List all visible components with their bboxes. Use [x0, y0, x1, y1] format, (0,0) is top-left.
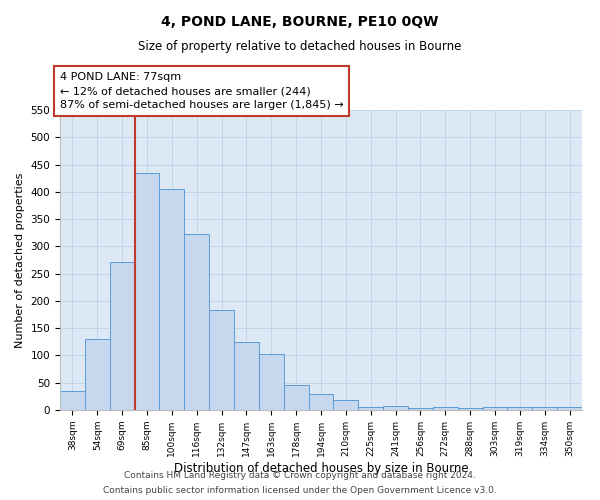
Bar	[532, 408, 557, 410]
Bar	[259, 354, 284, 410]
Bar	[160, 189, 184, 410]
Bar	[334, 400, 358, 410]
Bar	[308, 394, 334, 410]
Bar	[184, 234, 209, 410]
Text: Contains HM Land Registry data © Crown copyright and database right 2024.: Contains HM Land Registry data © Crown c…	[124, 471, 476, 480]
Text: Contains public sector information licensed under the Open Government Licence v3: Contains public sector information licen…	[103, 486, 497, 495]
Bar	[209, 310, 234, 410]
Bar	[134, 172, 160, 410]
Bar	[60, 391, 85, 410]
Bar	[557, 408, 582, 410]
Bar	[358, 408, 383, 410]
Text: 4, POND LANE, BOURNE, PE10 0QW: 4, POND LANE, BOURNE, PE10 0QW	[161, 15, 439, 29]
Bar	[284, 385, 308, 410]
Text: Size of property relative to detached houses in Bourne: Size of property relative to detached ho…	[139, 40, 461, 53]
Bar	[383, 406, 408, 410]
Bar	[85, 339, 110, 410]
Bar	[433, 408, 458, 410]
X-axis label: Distribution of detached houses by size in Bourne: Distribution of detached houses by size …	[173, 462, 469, 474]
Text: 4 POND LANE: 77sqm
← 12% of detached houses are smaller (244)
87% of semi-detach: 4 POND LANE: 77sqm ← 12% of detached hou…	[60, 72, 344, 110]
Bar	[234, 342, 259, 410]
Bar	[508, 408, 532, 410]
Bar	[482, 408, 508, 410]
Bar	[458, 408, 482, 410]
Y-axis label: Number of detached properties: Number of detached properties	[15, 172, 25, 348]
Bar	[408, 408, 433, 410]
Bar	[110, 262, 134, 410]
